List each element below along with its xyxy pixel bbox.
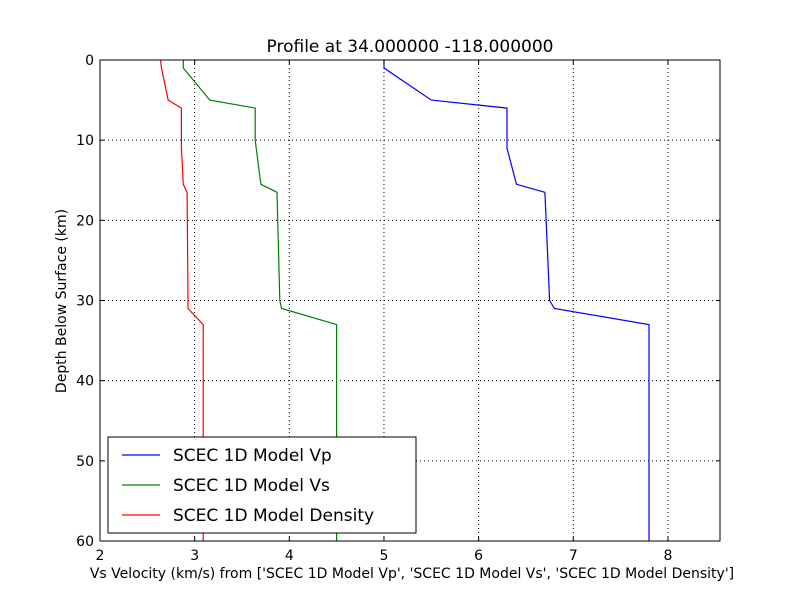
- x-tick-label: 6: [474, 548, 483, 564]
- y-tick-label: 60: [76, 534, 94, 550]
- y-axis-label: Depth Below Surface (km): [54, 209, 70, 393]
- x-tick-label: 5: [380, 548, 389, 564]
- chart-title: Profile at 34.000000 -118.000000: [267, 37, 554, 57]
- y-tick-label: 40: [76, 374, 94, 390]
- ticks: 2 3 4 5 6 7 8 0 10 20 30 40 50 60: [76, 53, 720, 564]
- x-tick-label: 4: [285, 548, 294, 564]
- y-tick-label: 50: [76, 454, 94, 470]
- y-tick-label: 0: [85, 53, 94, 69]
- y-tick-label: 10: [76, 133, 94, 149]
- legend-label-3: SCEC 1D Model Density: [173, 506, 374, 526]
- series-layer: [160, 59, 650, 541]
- x-tick-label: 2: [96, 548, 105, 564]
- series-line-3: [160, 59, 204, 541]
- legend: SCEC 1D Model Vp SCEC 1D Model Vs SCEC 1D …: [107, 436, 417, 534]
- legend-label-2: SCEC 1D Model Vs: [173, 476, 330, 496]
- series-line-1: [383, 60, 650, 541]
- y-tick-label: 30: [76, 294, 94, 310]
- x-tick-label: 7: [569, 548, 578, 564]
- legend-label-1: SCEC 1D Model Vp: [173, 446, 332, 466]
- x-axis-label: Vs Velocity (km/s) from ['SCEC 1D Model …: [90, 566, 734, 582]
- series-line-2: [182, 60, 338, 541]
- x-tick-label: 3: [190, 548, 199, 564]
- x-tick-label: 8: [663, 548, 672, 564]
- y-tick-label: 20: [76, 213, 94, 229]
